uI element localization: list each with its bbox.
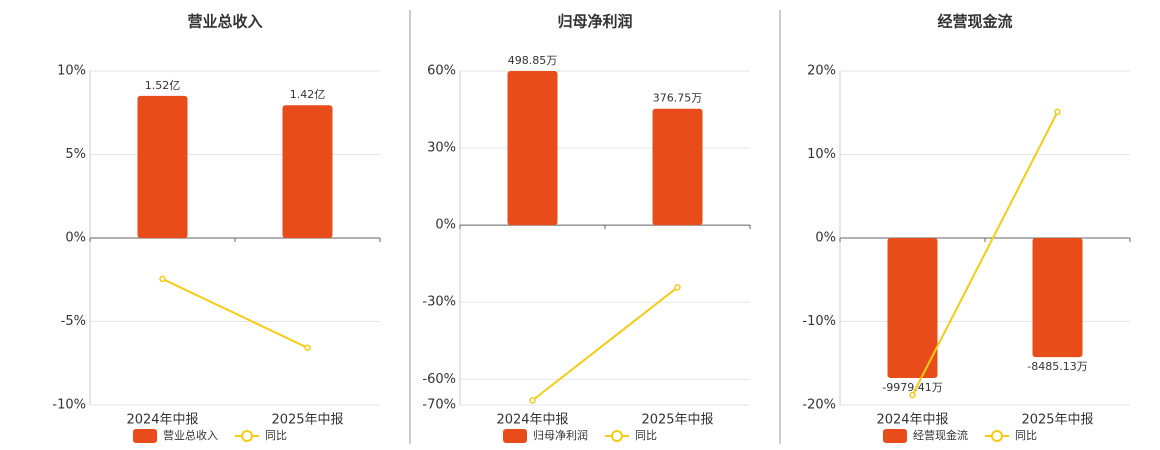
y-tick-label: 0%: [435, 218, 456, 233]
x-tick-label: 2025年中报: [271, 413, 343, 428]
line: [162, 278, 308, 349]
x-tick-label: 2025年中报: [1021, 413, 1093, 428]
bar: [137, 95, 188, 238]
y-tick-label: 10%: [807, 147, 836, 162]
y-tick-label: 0%: [815, 231, 836, 246]
legend-label: 归母净利润: [533, 428, 588, 442]
legend-swatch: [503, 429, 527, 443]
bar: [1032, 238, 1083, 358]
legend-label: 同比: [265, 429, 287, 442]
legend-label: 同比: [635, 429, 657, 442]
bar: [652, 108, 703, 226]
legend-point: [241, 430, 253, 442]
value-label: -9979.41万: [882, 381, 942, 394]
legend-swatch: [883, 429, 907, 443]
chart-title: 经营现金流: [937, 13, 1012, 31]
legend-label: 同比: [1015, 429, 1037, 442]
x-tick-label: 2024年中报: [876, 413, 948, 428]
y-tick-label: 5%: [65, 147, 86, 162]
y-tick-label: -5%: [61, 314, 86, 329]
line: [531, 286, 679, 402]
value-label: 1.52亿: [145, 79, 181, 92]
y-tick-label: 30%: [427, 141, 456, 156]
y-tick-label: -30%: [422, 295, 456, 310]
point: [529, 397, 536, 404]
y-tick-label: -10%: [52, 398, 86, 413]
x-tick-label: 2024年中报: [496, 413, 568, 428]
legend-label: 经营现金流: [913, 428, 968, 442]
chart-title: 归母净利润: [557, 13, 632, 31]
value-label: 1.42亿: [290, 88, 326, 101]
legend-label: 营业总收入: [163, 428, 218, 442]
value-label: 376.75万: [653, 92, 703, 105]
legend-point: [611, 430, 623, 442]
y-tick-label: 10%: [57, 64, 86, 79]
point: [304, 344, 311, 351]
y-tick-label: -20%: [802, 398, 836, 413]
y-tick-label: -70%: [422, 398, 456, 413]
legend-swatch: [133, 429, 157, 443]
bar: [887, 238, 938, 379]
value-label: 498.85万: [508, 54, 558, 67]
chart-title: 营业总收入: [187, 13, 262, 31]
bar: [507, 71, 558, 226]
bar: [282, 105, 333, 239]
line: [911, 111, 1059, 396]
y-tick-label: 20%: [807, 64, 836, 79]
x-tick-label: 2024年中报: [126, 413, 198, 428]
point: [1054, 108, 1061, 116]
value-label: -8485.13万: [1027, 360, 1087, 373]
y-tick-label: 0%: [65, 231, 86, 246]
point: [674, 284, 681, 291]
y-tick-label: -10%: [802, 314, 836, 329]
y-tick-label: -60%: [422, 372, 456, 387]
y-tick-label: 60%: [427, 64, 456, 79]
legend-point: [991, 430, 1003, 442]
x-tick-label: 2025年中报: [641, 413, 713, 428]
point: [909, 391, 916, 399]
point: [159, 275, 166, 283]
